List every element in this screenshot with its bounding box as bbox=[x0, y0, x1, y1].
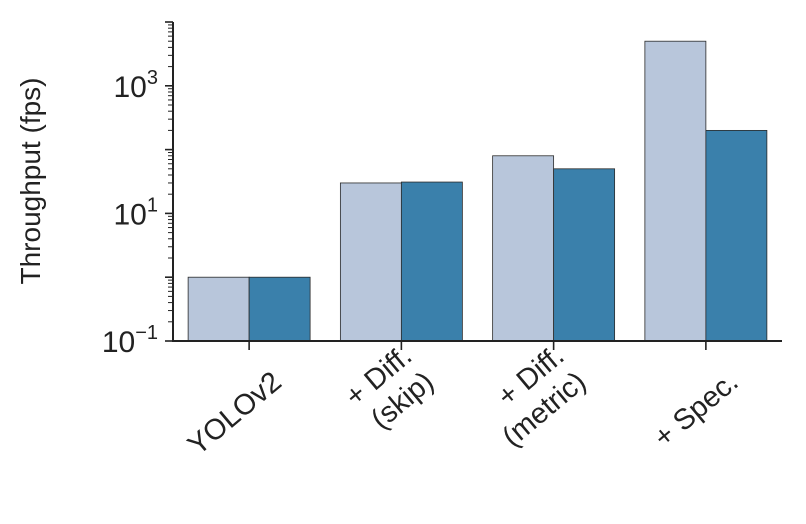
bar-series-2-2 bbox=[400, 181, 463, 342]
bar-series-1-4 bbox=[644, 40, 707, 342]
bar-series-1-2 bbox=[339, 182, 402, 342]
bar-series-2-4 bbox=[705, 129, 768, 342]
bar-series-1-1 bbox=[187, 276, 250, 342]
x-tick-label-line: + Spec. bbox=[648, 366, 745, 454]
bar-series-2-3 bbox=[553, 168, 616, 342]
x-tick-label: + Diff.(skip) bbox=[339, 340, 440, 436]
y-axis-title: Throughput (fps) bbox=[15, 78, 46, 285]
y-tick-label: 10−1 bbox=[102, 322, 158, 359]
y-tick-label: 101 bbox=[114, 194, 159, 231]
x-ticks: YOLOv2 + Diff.(skip) + Diff.(metric) + Spec… bbox=[182, 340, 745, 462]
bar-series-2-1 bbox=[248, 276, 311, 342]
x-tick-label: + Spec. bbox=[648, 366, 745, 454]
y-ticks: 10−1 101 103 bbox=[102, 21, 173, 359]
x-tick-label: + Diff.(metric) bbox=[492, 340, 593, 454]
bars bbox=[187, 40, 768, 342]
x-tick-label-line: YOLOv2 bbox=[182, 366, 288, 462]
y-tick-label: 103 bbox=[114, 67, 159, 104]
bar-series-1-3 bbox=[492, 155, 555, 342]
x-tick-label: YOLOv2 bbox=[182, 366, 288, 462]
